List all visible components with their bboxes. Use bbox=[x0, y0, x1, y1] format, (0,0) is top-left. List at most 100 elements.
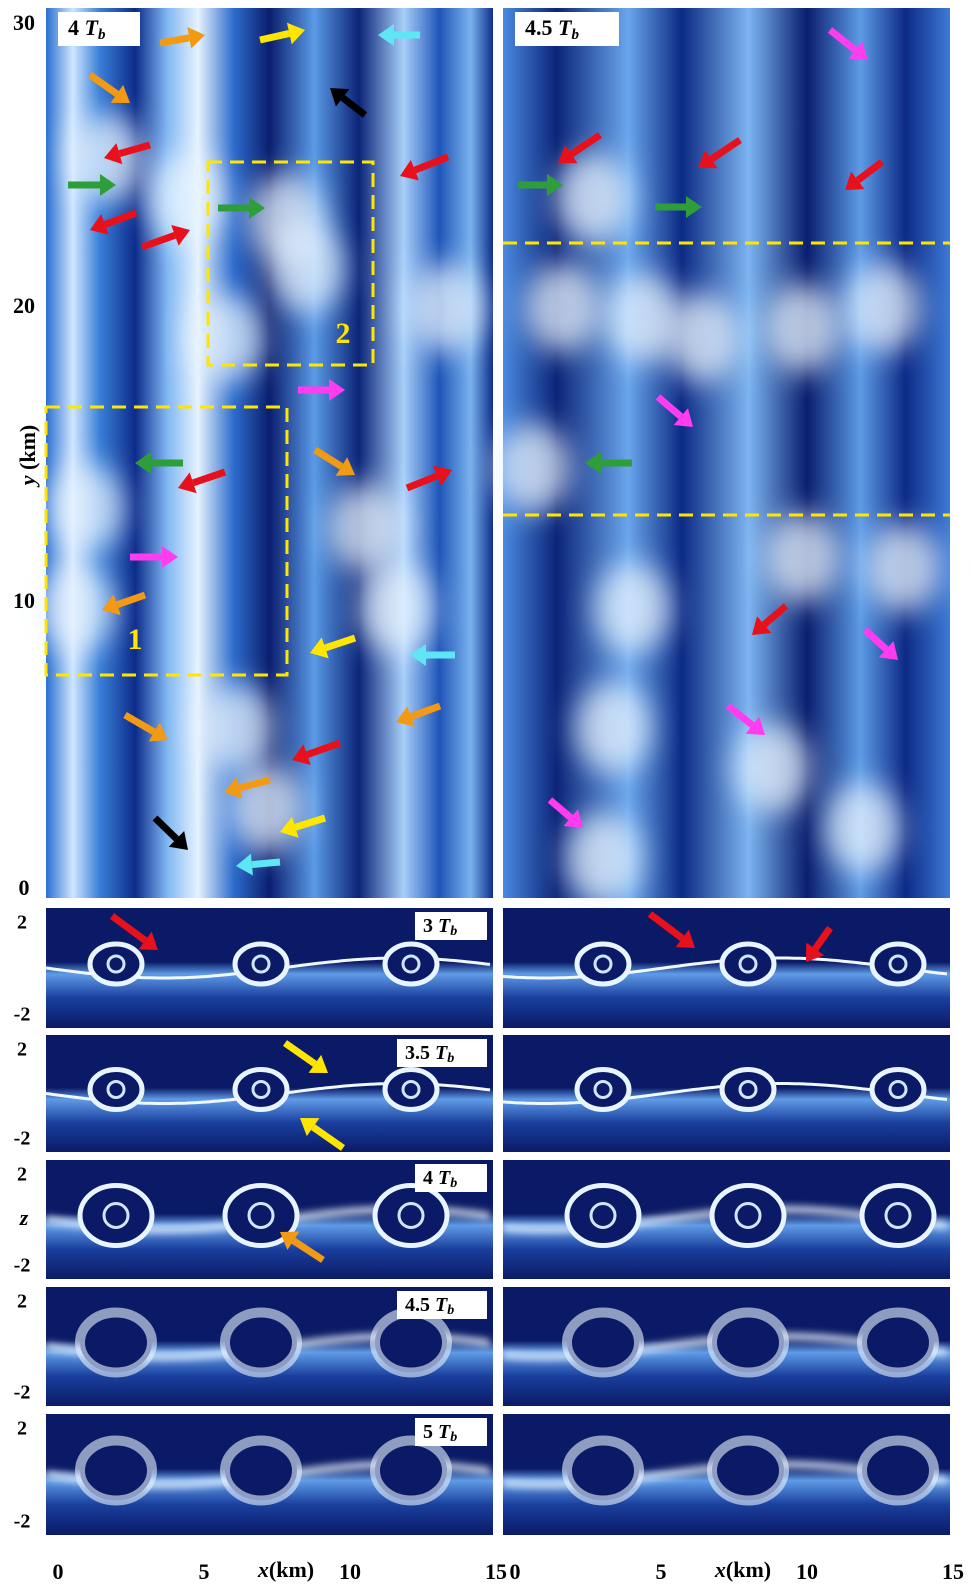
annotation-arrowhead bbox=[138, 931, 158, 950]
vortex bbox=[382, 1067, 440, 1112]
annotation-arrow bbox=[118, 141, 151, 158]
annotation-arrow bbox=[159, 34, 190, 47]
bright-region bbox=[845, 263, 921, 353]
box-label: 2 bbox=[336, 317, 351, 350]
annotation-arrowhead bbox=[752, 616, 772, 635]
annotation-arrowhead bbox=[236, 853, 253, 876]
bright-region bbox=[148, 153, 224, 243]
y-tick-label: 30 bbox=[13, 10, 35, 35]
x-tick-label: 5 bbox=[656, 1559, 667, 1584]
sim-panel bbox=[503, 8, 950, 898]
z-tick-label: 2 bbox=[17, 912, 27, 934]
strip-label-sub: b bbox=[450, 1176, 457, 1191]
annotation-arrowhead bbox=[745, 716, 765, 735]
annotation-arrowhead bbox=[102, 594, 121, 616]
vortex bbox=[857, 1307, 939, 1378]
vortex bbox=[574, 941, 632, 987]
vortex-core bbox=[106, 954, 126, 974]
annotation-arrow bbox=[405, 472, 439, 492]
annotation-arrowhead bbox=[585, 452, 601, 474]
annotation-arrowhead bbox=[110, 84, 130, 103]
annotation-arrow bbox=[259, 30, 291, 44]
strip-label: 3 Tb bbox=[423, 915, 457, 940]
annotation-arrowhead bbox=[558, 144, 578, 164]
bright-region bbox=[765, 283, 841, 373]
annotation-arrow bbox=[862, 627, 889, 652]
vortex-core bbox=[734, 1202, 762, 1229]
vortex bbox=[232, 941, 290, 987]
vortex bbox=[75, 1435, 157, 1506]
bright-region bbox=[328, 483, 404, 573]
annotation-arrowhead bbox=[396, 706, 415, 727]
strip-label: 3.5 Tb bbox=[405, 1042, 454, 1067]
bright-region bbox=[38, 563, 114, 653]
vortex-core bbox=[251, 1080, 271, 1099]
annotation-arrowhead bbox=[292, 744, 311, 766]
panel-label-box bbox=[58, 12, 140, 46]
panel-label-coef: 4 bbox=[68, 15, 79, 40]
annotation-arrow bbox=[123, 711, 156, 735]
annotation-arrowhead bbox=[433, 465, 452, 487]
strip-label-box bbox=[397, 1039, 487, 1067]
strip-label-box bbox=[415, 1418, 487, 1446]
annotation-arrowhead bbox=[378, 24, 394, 46]
annotation-arrowhead bbox=[224, 777, 243, 799]
strip-label-coef: 3 bbox=[423, 915, 433, 937]
vortex bbox=[719, 941, 777, 987]
bright-region bbox=[525, 263, 601, 353]
strip-label-coef: 4.5 bbox=[405, 1294, 430, 1316]
x-axis-var: x bbox=[257, 1557, 269, 1582]
bright-region bbox=[565, 813, 641, 903]
annotation-arrowhead bbox=[698, 149, 718, 169]
annotation-arrowhead bbox=[673, 408, 693, 427]
vortex bbox=[372, 1183, 450, 1248]
annotation-arrowhead bbox=[249, 197, 265, 219]
y-axis-label: y (km) bbox=[15, 425, 40, 488]
vortex-core bbox=[102, 1202, 130, 1229]
bright-region bbox=[575, 683, 651, 773]
z-tick-label: -2 bbox=[14, 1004, 31, 1026]
z-tick-label: 2 bbox=[17, 1291, 27, 1313]
strip-label-var: T bbox=[435, 1294, 448, 1316]
panel-label-coef: 4.5 bbox=[525, 15, 553, 40]
bright-region bbox=[665, 293, 741, 383]
vortex-core bbox=[888, 1080, 908, 1099]
vortex-core bbox=[593, 954, 613, 974]
z-tick-label: -2 bbox=[14, 1511, 31, 1533]
annotation-arrow bbox=[103, 209, 138, 228]
annotation-arrowhead bbox=[806, 942, 825, 962]
panel-label-sub: b bbox=[571, 27, 579, 43]
x-tick-label: 15 bbox=[942, 1559, 964, 1584]
strip-label-var: T bbox=[438, 1421, 451, 1443]
annotation-arrow bbox=[294, 814, 327, 831]
x-axis-unit: (km) bbox=[726, 1557, 771, 1582]
vortex-core bbox=[401, 954, 421, 974]
strip-label: 5 Tb bbox=[423, 1421, 457, 1446]
z-tick-label: -2 bbox=[14, 1382, 31, 1404]
vortex-core bbox=[397, 1202, 425, 1229]
vortex-core bbox=[593, 1080, 613, 1099]
vortex bbox=[75, 1307, 157, 1378]
bright-region bbox=[595, 563, 671, 653]
x-axis-unit: (km) bbox=[269, 1557, 314, 1582]
y-tick-label: 0 bbox=[19, 875, 30, 900]
bright-region bbox=[408, 263, 484, 353]
annotation-arrow bbox=[152, 815, 179, 842]
vortex bbox=[709, 1183, 787, 1248]
strip-label-sub: b bbox=[447, 1303, 454, 1318]
annotation-arrow bbox=[709, 137, 742, 163]
annotation-arrowhead bbox=[400, 159, 419, 181]
strip-label-var: T bbox=[438, 915, 451, 937]
bright-region bbox=[555, 153, 631, 243]
region-box bbox=[206, 160, 375, 367]
x-tick-label: 15 bbox=[485, 1559, 507, 1584]
z-tick-label: 2 bbox=[17, 1418, 27, 1440]
annotation-arrow bbox=[324, 634, 357, 652]
annotation-arrowhead bbox=[329, 379, 345, 401]
annotation-arrow bbox=[87, 72, 119, 97]
vortex bbox=[370, 1307, 452, 1378]
vortex bbox=[222, 1183, 300, 1248]
bright-region bbox=[495, 423, 571, 513]
vortex-core bbox=[589, 1202, 617, 1229]
vortex bbox=[87, 941, 145, 987]
